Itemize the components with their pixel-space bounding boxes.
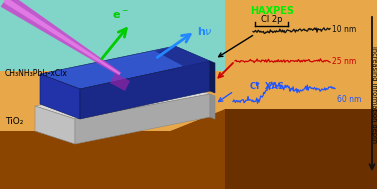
Polygon shape [40, 74, 80, 119]
Text: Cl 2p: Cl 2p [261, 15, 283, 24]
Text: TiO₂: TiO₂ [5, 116, 23, 125]
Polygon shape [40, 46, 210, 89]
Polygon shape [80, 61, 210, 119]
Text: CH₃NH₃PbI₃-xClx: CH₃NH₃PbI₃-xClx [5, 70, 68, 78]
Polygon shape [0, 0, 225, 71]
Polygon shape [35, 106, 75, 144]
Polygon shape [0, 109, 377, 189]
Polygon shape [210, 94, 215, 119]
Polygon shape [0, 109, 225, 189]
Text: h$\nu$: h$\nu$ [197, 25, 213, 37]
Text: Increasing information depth: Increasing information depth [371, 46, 377, 143]
Polygon shape [3, 0, 121, 75]
Text: 25 nm: 25 nm [332, 57, 356, 66]
Text: 10 nm: 10 nm [332, 26, 356, 35]
Polygon shape [155, 46, 210, 67]
Text: HAXPES: HAXPES [250, 6, 294, 16]
Polygon shape [0, 94, 377, 131]
Polygon shape [75, 94, 210, 144]
Text: 60 nm: 60 nm [337, 94, 362, 104]
Polygon shape [210, 61, 215, 93]
Text: e$^-$: e$^-$ [112, 10, 129, 21]
Polygon shape [110, 73, 130, 91]
Polygon shape [1, 0, 121, 76]
Text: Cl  XAS: Cl XAS [250, 82, 284, 91]
Polygon shape [45, 49, 170, 76]
Polygon shape [35, 81, 210, 119]
Bar [222, 0, 352, 189]
Polygon shape [0, 71, 225, 109]
